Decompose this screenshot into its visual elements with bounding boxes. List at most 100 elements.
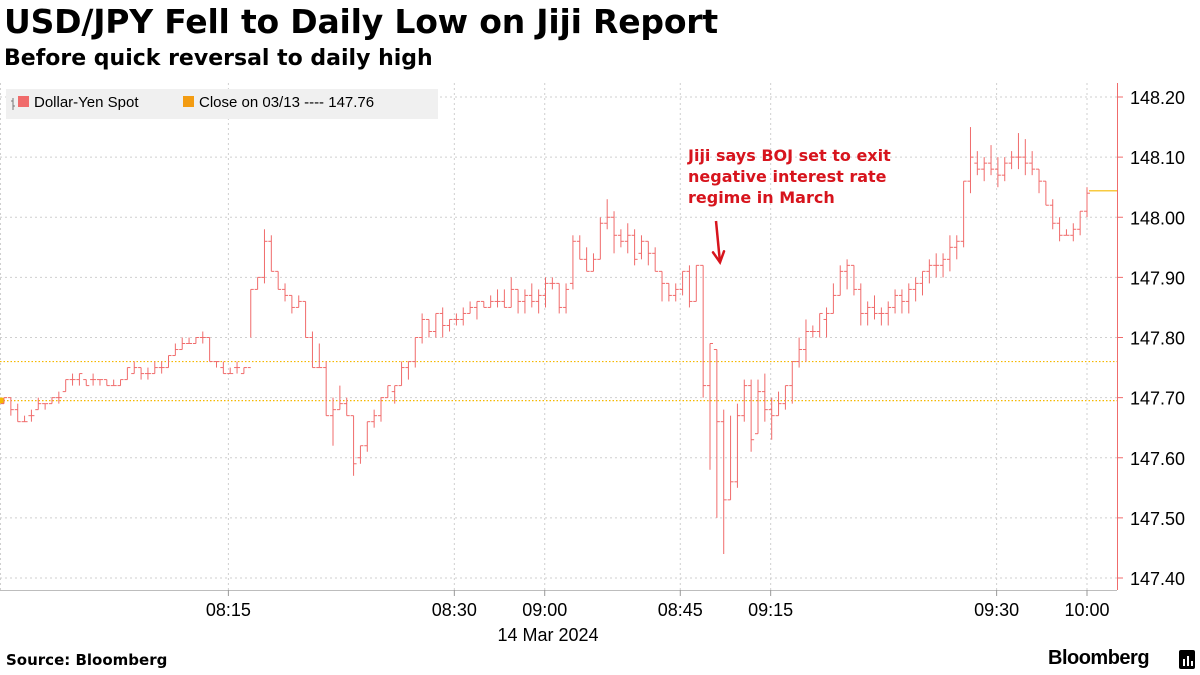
- ohlc-bar[interactable]: [981, 157, 988, 182]
- ohlc-bar[interactable]: [467, 301, 474, 314]
- ohlc-bar[interactable]: [624, 223, 631, 254]
- ohlc-bar[interactable]: [645, 240, 652, 266]
- ohlc-bar[interactable]: [28, 409, 35, 422]
- ohlc-bar[interactable]: [323, 361, 330, 417]
- ohlc-bar[interactable]: [247, 288, 254, 369]
- ohlc-bar[interactable]: [69, 373, 76, 386]
- ohlc-bar[interactable]: [864, 301, 871, 326]
- ohlc-bar[interactable]: [1056, 217, 1063, 242]
- ohlc-bar[interactable]: [967, 127, 974, 194]
- ohlc-bar[interactable]: [946, 235, 953, 272]
- ohlc-bar[interactable]: [748, 379, 755, 452]
- ohlc-bar[interactable]: [192, 337, 199, 345]
- ohlc-bar[interactable]: [576, 235, 583, 260]
- ohlc-bar[interactable]: [453, 313, 460, 326]
- ohlc-bar[interactable]: [542, 277, 549, 308]
- ohlc-bar[interactable]: [1070, 223, 1077, 242]
- ohlc-bar[interactable]: [713, 349, 720, 518]
- ohlc-bar[interactable]: [288, 294, 295, 314]
- ohlc-bar[interactable]: [617, 229, 624, 248]
- ohlc-bar[interactable]: [473, 300, 480, 320]
- ohlc-bar[interactable]: [878, 307, 885, 326]
- ohlc-bar[interactable]: [809, 325, 816, 338]
- ohlc-bar[interactable]: [857, 283, 864, 326]
- ohlc-bar[interactable]: [892, 289, 899, 314]
- ohlc-bar[interactable]: [590, 253, 597, 272]
- ohlc-bar[interactable]: [521, 289, 528, 314]
- ohlc-bar[interactable]: [1015, 133, 1022, 170]
- ohlc-bar[interactable]: [789, 361, 796, 404]
- ohlc-bar[interactable]: [179, 337, 186, 351]
- ohlc-bar[interactable]: [151, 361, 158, 375]
- ohlc-bar[interactable]: [768, 397, 775, 440]
- ohlc-bar[interactable]: [240, 367, 247, 375]
- ohlc-bar[interactable]: [871, 295, 878, 320]
- ohlc-bar[interactable]: [199, 331, 206, 344]
- ohlc-bar[interactable]: [144, 367, 151, 380]
- ohlc-bar[interactable]: [611, 211, 618, 254]
- ohlc-bar[interactable]: [1042, 180, 1049, 206]
- ohlc-bar[interactable]: [501, 289, 508, 308]
- ohlc-bar[interactable]: [405, 361, 412, 380]
- ohlc-bar[interactable]: [261, 229, 268, 284]
- ohlc-bar[interactable]: [227, 367, 234, 375]
- ohlc-bar[interactable]: [76, 373, 83, 386]
- ohlc-bar[interactable]: [940, 253, 947, 278]
- ohlc-bar[interactable]: [1022, 139, 1029, 176]
- ohlc-bar[interactable]: [487, 295, 494, 308]
- ohlc-bar[interactable]: [652, 247, 659, 272]
- ohlc-bar[interactable]: [1036, 168, 1043, 194]
- ohlc-bar[interactable]: [515, 288, 522, 314]
- ohlc-bar[interactable]: [343, 397, 350, 417]
- ohlc-bar[interactable]: [816, 312, 823, 338]
- legend-item-close[interactable]: Close on 03/13 ---- 147.76: [183, 94, 374, 111]
- ohlc-bar[interactable]: [569, 235, 576, 290]
- ohlc-bar[interactable]: [604, 199, 611, 230]
- ohlc-bar[interactable]: [837, 265, 844, 296]
- ohlc-bar[interactable]: [528, 283, 535, 308]
- ohlc-bar[interactable]: [494, 289, 501, 308]
- ohlc-bar[interactable]: [398, 361, 405, 387]
- ohlc-bar[interactable]: [1063, 229, 1070, 236]
- ohlc-bar[interactable]: [62, 379, 69, 393]
- ohlc-bar[interactable]: [480, 300, 487, 308]
- legend-item-spot[interactable]: Dollar-Yen Spot: [11, 94, 139, 111]
- ohlc-bar[interactable]: [823, 307, 830, 338]
- ohlc-bar[interactable]: [720, 409, 727, 554]
- ohlc-bar[interactable]: [172, 343, 179, 357]
- ohlc-bar[interactable]: [302, 300, 309, 338]
- ohlc-bar[interactable]: [42, 403, 49, 410]
- ohlc-bar[interactable]: [7, 397, 14, 416]
- ohlc-bar[interactable]: [117, 379, 124, 387]
- ohlc-bar[interactable]: [741, 379, 748, 422]
- ohlc-bar[interactable]: [103, 379, 110, 387]
- ohlc-bar[interactable]: [35, 397, 42, 411]
- ohlc-bar[interactable]: [1, 397, 7, 405]
- ohlc-bar[interactable]: [700, 264, 707, 398]
- ohlc-bar[interactable]: [432, 312, 439, 338]
- ohlc-bar[interactable]: [282, 283, 289, 302]
- ohlc-bar[interactable]: [898, 289, 905, 314]
- ohlc-bar[interactable]: [1001, 157, 1008, 182]
- ohlc-bar[interactable]: [295, 295, 302, 308]
- ohlc-bar[interactable]: [220, 361, 227, 375]
- ohlc-bar[interactable]: [158, 361, 165, 374]
- ohlc-bar[interactable]: [206, 337, 213, 363]
- ohlc-bar[interactable]: [391, 385, 398, 404]
- ohlc-bar[interactable]: [364, 421, 371, 452]
- ohlc-bar[interactable]: [638, 235, 645, 260]
- ohlc-bar[interactable]: [48, 397, 55, 405]
- ohlc-bar[interactable]: [659, 270, 666, 302]
- ohlc-bar[interactable]: [90, 373, 97, 386]
- ohlc-bar[interactable]: [96, 379, 103, 386]
- ohlc-bar[interactable]: [933, 253, 940, 278]
- ohlc-bar[interactable]: [234, 361, 241, 374]
- ohlc-bar[interactable]: [309, 331, 316, 369]
- ohlc-bar[interactable]: [844, 259, 851, 290]
- ohlc-bar[interactable]: [960, 180, 967, 248]
- ohlc-bar[interactable]: [460, 307, 467, 326]
- ohlc-bar[interactable]: [213, 361, 220, 368]
- ohlc-bar[interactable]: [556, 282, 563, 314]
- ohlc-bar[interactable]: [412, 337, 419, 368]
- ohlc-bar[interactable]: [734, 403, 741, 488]
